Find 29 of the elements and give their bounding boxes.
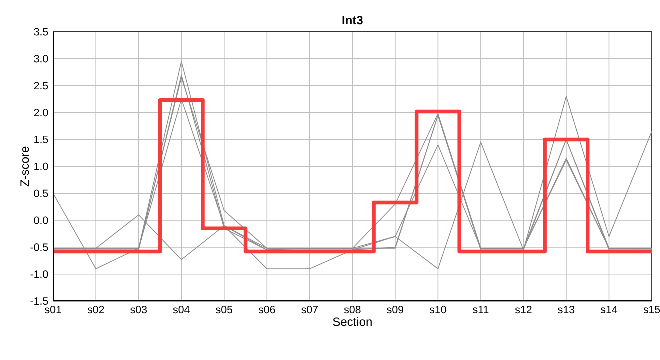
x-tick-label: s11 bbox=[473, 306, 489, 314]
y-tick-label: -1.5 bbox=[30, 298, 48, 306]
y-tick-label: -1.0 bbox=[30, 270, 48, 278]
x-tick-label: s06 bbox=[258, 306, 276, 314]
x-tick-label: s05 bbox=[216, 306, 233, 314]
y-axis-title: Z-score bbox=[20, 146, 30, 187]
x-tick-label: s14 bbox=[600, 306, 618, 314]
x-tick-label: s12 bbox=[515, 306, 532, 314]
x-tick-label: s08 bbox=[344, 306, 361, 314]
x-tick-label: s10 bbox=[430, 306, 446, 314]
x-tick-label: s09 bbox=[387, 306, 404, 314]
y-tick-label: 2.0 bbox=[34, 109, 48, 117]
x-tick-label: s03 bbox=[130, 306, 147, 314]
x-axis-title: Section bbox=[333, 317, 372, 326]
x-tick-label: s13 bbox=[558, 306, 575, 314]
x-tick-label: s04 bbox=[173, 306, 190, 314]
x-tick-label: s07 bbox=[302, 306, 318, 314]
x-tick-label: s02 bbox=[88, 306, 104, 314]
y-tick-label: 1.0 bbox=[34, 162, 48, 170]
y-tick-label: 1.5 bbox=[34, 136, 48, 144]
y-tick-label: 0.0 bbox=[34, 216, 48, 224]
y-tick-label: 3.0 bbox=[34, 55, 48, 63]
chart-title: Int3 bbox=[342, 16, 363, 25]
x-tick-label: s01 bbox=[45, 306, 62, 314]
y-tick-label: 3.5 bbox=[34, 28, 48, 36]
y-tick-label: 2.5 bbox=[34, 82, 48, 90]
y-tick-label: 0.5 bbox=[34, 190, 48, 198]
x-tick-label: s15 bbox=[644, 306, 660, 314]
y-tick-label: -0.5 bbox=[30, 244, 48, 252]
